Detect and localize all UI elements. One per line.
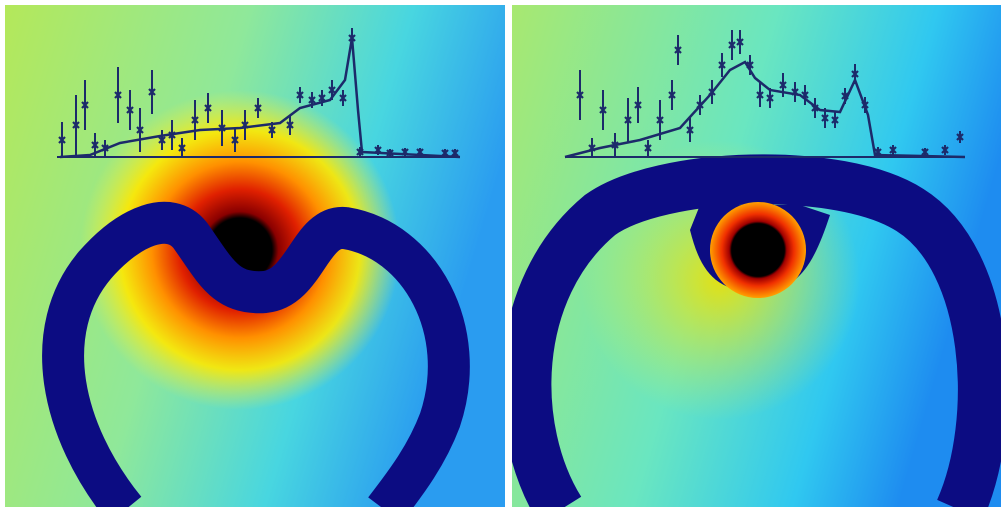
- core: [710, 202, 806, 298]
- left-panel: [5, 5, 505, 507]
- divider: [505, 0, 512, 507]
